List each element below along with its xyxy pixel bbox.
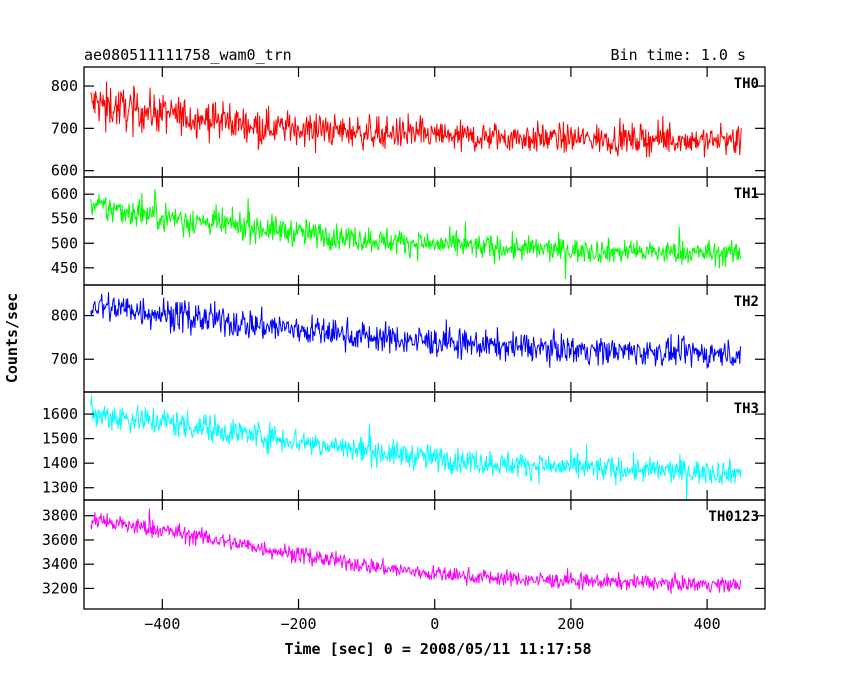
- y-tick-label: 1400: [42, 454, 78, 472]
- y-tick-label: 450: [51, 259, 78, 277]
- y-axis-title: Counts/sec: [3, 293, 21, 383]
- y-tick-label: 3600: [42, 531, 78, 549]
- panel-label-th3: TH3: [734, 401, 759, 417]
- panel-frame-th3: [83, 391, 766, 501]
- y-tick-label: 3200: [42, 579, 78, 597]
- y-tick-label: 600: [51, 185, 78, 203]
- x-tick-label: 400: [694, 615, 721, 633]
- y-tick-label: 700: [51, 119, 78, 137]
- y-tick-label: 800: [51, 77, 78, 95]
- x-tick-label: −200: [280, 615, 316, 633]
- series-line-th2: [90, 292, 742, 369]
- y-tick-label: 800: [51, 307, 78, 325]
- panel-label-th1: TH1: [734, 186, 759, 202]
- y-tick-label: 1600: [42, 405, 78, 423]
- x-tick-label: 200: [557, 615, 584, 633]
- y-tick-label: 500: [51, 234, 78, 252]
- panel-label-th0123: TH0123: [708, 509, 759, 525]
- y-tick-label: 3800: [42, 507, 78, 525]
- x-tick-label: −400: [144, 615, 180, 633]
- panels-group: 600 700 800 TH0 450 500 550 600 TH1 700 800 TH2 1300…: [42, 66, 766, 633]
- series-line-th3: [90, 395, 742, 500]
- x-axis-title: Time [sec] 0 = 2008/05/11 11:17:58: [284, 640, 591, 658]
- panel-frame-th0123: [83, 499, 766, 610]
- chart-title: ae080511111758_wam0_trn: [84, 46, 292, 64]
- y-tick-label: 700: [51, 350, 78, 368]
- panel-label-th2: TH2: [734, 294, 759, 310]
- y-tick-label: 600: [51, 162, 78, 180]
- panel-frame-th1: [83, 176, 766, 286]
- y-tick-label: 1500: [42, 430, 78, 448]
- y-tick-label: 3400: [42, 555, 78, 573]
- x-tick-label: 0: [430, 615, 439, 633]
- series-line-th1: [90, 188, 742, 280]
- series-line-th0: [90, 81, 742, 158]
- series-line-th0123: [90, 508, 742, 594]
- y-tick-label: 1300: [42, 479, 78, 497]
- y-tick-label: 550: [51, 210, 78, 228]
- panel-label-th0: TH0: [734, 76, 759, 92]
- bin-time-label: Bin time: 1.0 s: [611, 46, 746, 64]
